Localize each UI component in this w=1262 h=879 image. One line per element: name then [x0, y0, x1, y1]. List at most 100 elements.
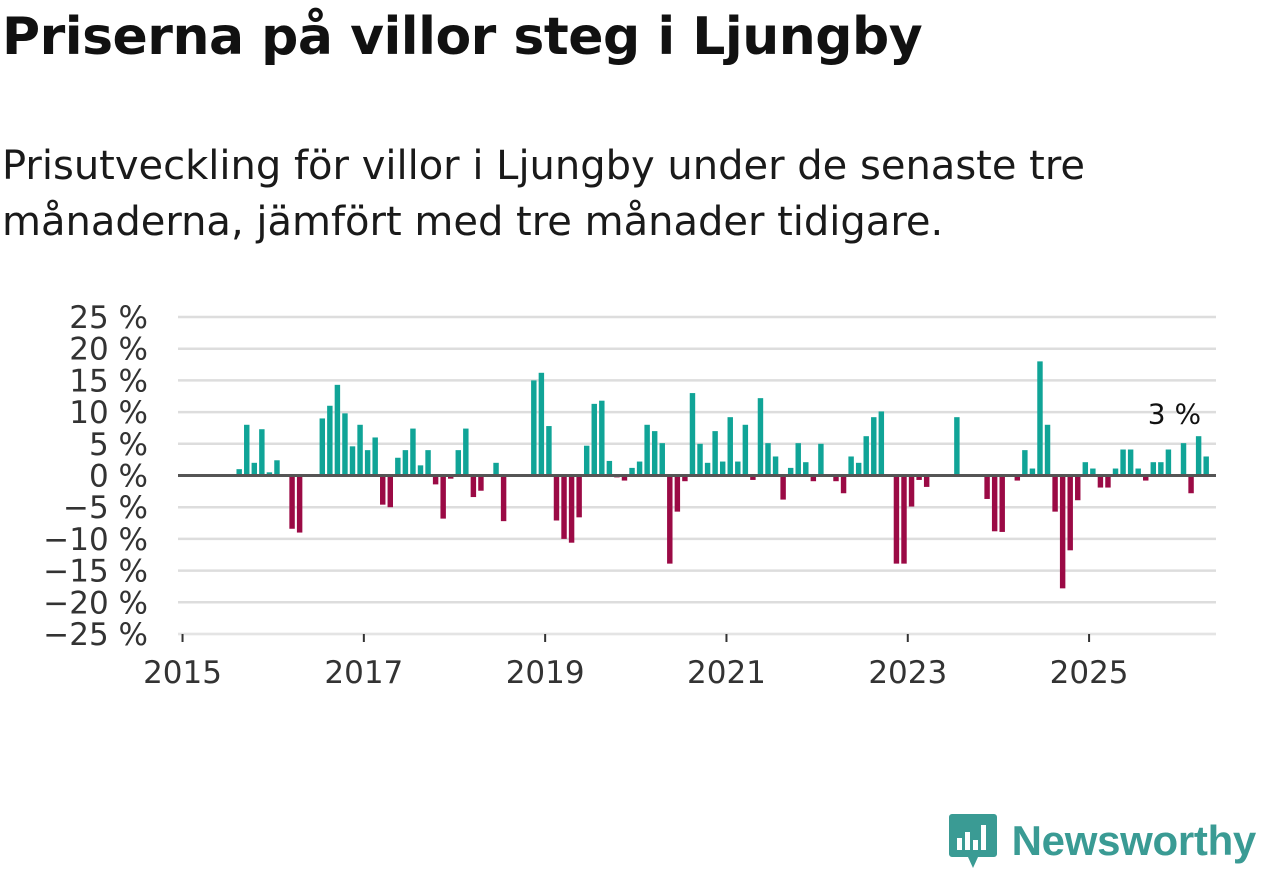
bar-positive: [417, 465, 424, 476]
bar-negative: [470, 475, 477, 498]
bar-positive: [402, 450, 409, 476]
bar-positive: [727, 417, 733, 476]
bar-negative: [1097, 475, 1104, 488]
bar-positive: [259, 429, 265, 476]
bar-negative: [1105, 475, 1111, 488]
bar-negative: [448, 475, 454, 479]
y-tick-label: 10 %: [69, 395, 148, 431]
bar-negative: [380, 475, 386, 505]
bar-negative: [908, 475, 915, 507]
bar-positive: [1135, 468, 1141, 476]
bar-positive: [274, 460, 280, 476]
bar-positive: [651, 431, 658, 476]
x-tick-label: 2017: [324, 655, 403, 691]
y-tick-label: −15 %: [43, 554, 148, 590]
y-tick-label: −10 %: [43, 522, 148, 558]
bar-negative: [916, 475, 922, 480]
bar-positive: [1180, 443, 1187, 476]
bar-positive: [863, 436, 869, 476]
bar-positive: [719, 461, 726, 476]
bar-positive: [357, 424, 363, 476]
bar-positive: [704, 462, 711, 476]
bar-positive: [327, 405, 333, 476]
bar-positive: [319, 418, 326, 476]
bar-negative: [780, 475, 786, 500]
bar-positive: [334, 384, 341, 476]
bar-positive: [787, 467, 794, 476]
bar-negative: [893, 475, 900, 564]
bar-positive: [349, 446, 356, 476]
bar-positive: [599, 400, 605, 476]
bar-negative: [984, 475, 990, 499]
bar-positive: [410, 428, 416, 476]
bar-negative: [923, 475, 930, 487]
bar-positive: [636, 461, 643, 476]
bar-positive: [871, 417, 877, 476]
bar-negative: [810, 475, 817, 482]
bar-negative: [674, 475, 681, 512]
bar-positive: [735, 461, 741, 476]
bar-positive: [538, 372, 545, 476]
x-tick-label: 2019: [506, 655, 585, 691]
bar-positive: [795, 443, 801, 476]
bar-positive: [772, 456, 779, 476]
bar-positive: [803, 462, 809, 476]
bar-positive: [742, 424, 749, 476]
bar-negative: [901, 475, 907, 564]
y-tick-label: 5 %: [89, 427, 148, 463]
bar-positive: [644, 424, 650, 476]
newsworthy-brand[interactable]: Newsworthy: [948, 809, 1256, 873]
bar-positive: [1150, 462, 1157, 476]
bar-negative: [1059, 475, 1066, 589]
x-tick-label: 2021: [687, 655, 766, 691]
bar-positive: [757, 398, 764, 476]
bar-negative: [1052, 475, 1058, 512]
bar-positive: [954, 417, 960, 476]
y-tick-label: 20 %: [69, 332, 148, 368]
bar-positive: [591, 403, 597, 476]
bar-positive: [425, 450, 431, 476]
x-tick-label: 2025: [1050, 655, 1129, 691]
bar-negative: [296, 475, 303, 533]
bar-negative: [1143, 475, 1149, 481]
y-tick-label: −20 %: [43, 585, 148, 621]
bar-negative: [621, 475, 628, 481]
y-tick-label: −25 %: [43, 617, 148, 653]
bar-positive: [395, 457, 401, 476]
bar-negative: [1067, 475, 1073, 551]
y-tick-label: 15 %: [69, 363, 148, 399]
bar-negative: [561, 475, 567, 539]
bar-positive: [1203, 456, 1209, 476]
bar-negative: [289, 475, 295, 529]
bar-positive: [878, 411, 885, 476]
y-tick-label: −5 %: [63, 490, 148, 526]
bar-negative: [387, 475, 393, 508]
bar-negative: [440, 475, 446, 519]
bar-positive: [765, 443, 771, 476]
bar-negative: [750, 475, 756, 480]
bar-negative: [991, 475, 998, 532]
bar-positive: [463, 428, 469, 476]
bar-positive: [1082, 462, 1089, 476]
bar-positive: [848, 456, 854, 476]
bar-positive: [712, 431, 718, 476]
bar-negative: [500, 475, 507, 522]
bar-negative: [576, 475, 582, 518]
bar-positive: [1044, 424, 1051, 476]
bar-positive: [1112, 468, 1119, 476]
bar-positive: [546, 426, 552, 476]
newsworthy-logo-icon: [948, 814, 997, 868]
bar-positive: [455, 450, 461, 476]
bar-positive: [583, 445, 590, 476]
bar-positive: [1165, 449, 1172, 476]
bar-positive: [1120, 449, 1126, 476]
bar-positive: [251, 462, 258, 476]
bar-negative: [999, 475, 1005, 532]
y-axis-labels: 25 %20 %15 %10 %5 %0 %−5 %−10 %−15 %−20 …: [43, 300, 148, 653]
x-axis: 2015 2017 2019 2021 2023 2025: [143, 633, 1216, 691]
bar-positive: [342, 413, 348, 476]
bar-positive: [1029, 468, 1036, 476]
bar-positive: [689, 393, 696, 476]
bar-chart: 25 %20 %15 %10 %5 %0 %−5 %−10 %−15 %−20 …: [43, 300, 1216, 691]
bar-positive: [1022, 450, 1028, 476]
